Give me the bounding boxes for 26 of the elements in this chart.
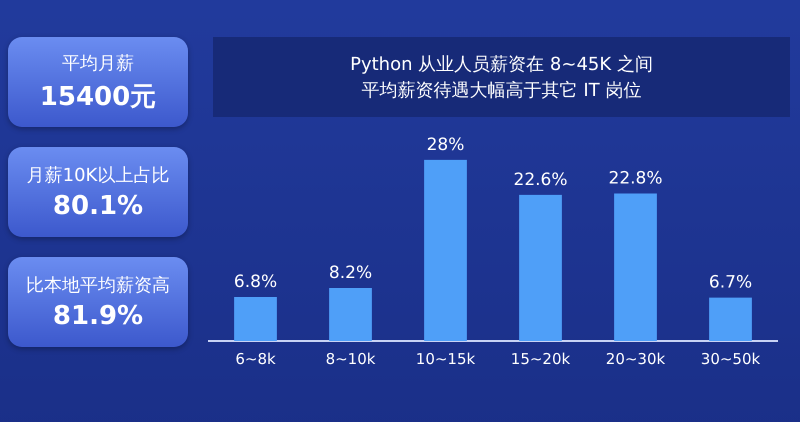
text: 80.1% [52, 191, 144, 221]
chart-subtitle: 平均薪资待遇大幅高于其它 IT 岗位 [362, 79, 642, 102]
text: 平均月薪 [62, 52, 134, 74]
data-label: 28% [426, 134, 464, 155]
x-tick-label: 10~15k [416, 350, 476, 368]
data-label: 22.8% [608, 168, 663, 188]
x-tick-label: 8~10k [326, 350, 376, 368]
data-label: 8.2% [328, 262, 372, 283]
bar [519, 194, 562, 341]
x-tick-label: 6~8k [235, 350, 276, 368]
x-tick-label: 15~20k [510, 350, 571, 368]
chart-title: Python 从业人员薪资在 8~45K 之间 [350, 53, 653, 76]
bar [709, 298, 752, 341]
data-label: 22.6% [513, 170, 568, 190]
bar [234, 297, 277, 341]
bar [424, 160, 467, 341]
text: 15400元 [40, 80, 156, 114]
text: 81.9% [52, 301, 144, 331]
text: 月薪10K以上占比 [26, 164, 170, 187]
data-label: 6.7% [708, 272, 752, 293]
data-label: 6.8% [234, 272, 278, 292]
bar [329, 288, 372, 341]
x-tick-label: 30~50k [700, 350, 761, 368]
bar [614, 194, 657, 341]
x-tick-label: 20~30k [606, 350, 666, 368]
text: 比本地平均薪资高 [26, 274, 170, 297]
